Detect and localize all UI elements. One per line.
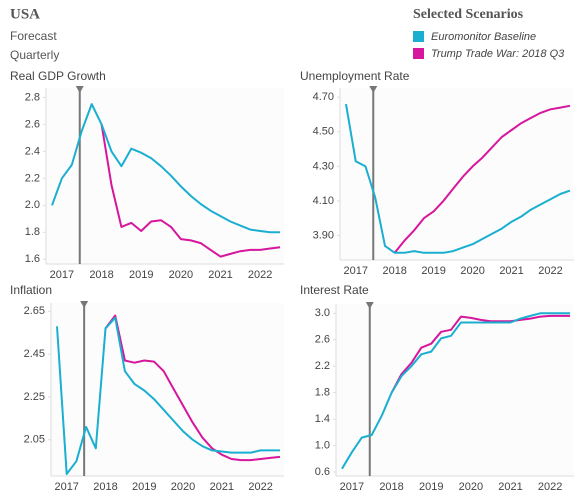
series-line <box>390 314 570 394</box>
x-tick-label: 2021 <box>499 265 523 277</box>
legend-swatch <box>413 31 424 42</box>
x-tick-label: 2022 <box>538 481 562 493</box>
legend-label: Trump Trade War: 2018 Q3 <box>431 48 565 60</box>
y-tick-label: 2.6 <box>25 118 40 130</box>
x-tick-label: 2018 <box>382 265 406 277</box>
y-tick-label: 2.25 <box>24 391 45 403</box>
y-tick-label: 2.65 <box>24 305 45 317</box>
legend-title: Selected Scenarios <box>413 7 524 22</box>
x-tick-label: 2019 <box>421 265 445 277</box>
header-line: Quarterly <box>10 48 59 62</box>
x-tick-label: 2022 <box>248 481 272 493</box>
series-line <box>341 312 570 470</box>
series-line <box>56 316 280 475</box>
x-tick-label: 2020 <box>459 481 483 493</box>
series-line <box>104 314 281 462</box>
x-tick-label: 2017 <box>340 481 364 493</box>
chart-title: Interest Rate <box>300 283 369 297</box>
plot-area <box>46 88 284 264</box>
x-tick-label: 2019 <box>129 269 153 281</box>
current-marker-head <box>80 301 89 308</box>
x-tick-label: 2019 <box>419 481 443 493</box>
y-tick-label: 2.05 <box>24 434 45 446</box>
x-tick-label: 2019 <box>132 481 156 493</box>
x-tick-label: 2018 <box>93 481 117 493</box>
series-line <box>51 103 280 234</box>
x-tick-label: 2017 <box>343 265 367 277</box>
chart-title: Real GDP Growth <box>10 69 106 83</box>
y-tick-label: 2.8 <box>25 91 40 103</box>
legend-swatch <box>413 48 424 59</box>
y-tick-label: 1.0 <box>315 439 330 451</box>
x-tick-label: 2018 <box>379 481 403 493</box>
y-tick-label: 1.6 <box>25 253 40 265</box>
y-tick-label: 1.8 <box>315 387 330 399</box>
country-title: USA <box>10 6 40 22</box>
x-tick-label: 2020 <box>169 269 193 281</box>
y-tick-label: 2.4 <box>25 145 40 157</box>
y-tick-label: 4.30 <box>313 160 334 172</box>
x-tick-label: 2017 <box>54 481 78 493</box>
y-tick-label: 2.2 <box>315 360 330 372</box>
y-tick-label: 2.6 <box>315 334 330 346</box>
current-marker-head <box>365 302 374 309</box>
y-tick-label: 4.70 <box>313 91 334 103</box>
y-tick-label: 2.2 <box>25 172 40 184</box>
header-line: Forecast <box>10 29 57 43</box>
y-tick-label: 1.4 <box>315 413 330 425</box>
y-tick-label: 0.6 <box>315 466 330 478</box>
chart-title: Unemployment Rate <box>300 69 410 83</box>
y-tick-label: 2.45 <box>24 348 45 360</box>
x-tick-label: 2021 <box>498 481 522 493</box>
x-tick-label: 2022 <box>538 265 562 277</box>
plot-area <box>51 303 284 476</box>
x-tick-label: 2017 <box>50 269 74 281</box>
current-marker-head <box>75 86 84 93</box>
x-tick-label: 2021 <box>210 481 234 493</box>
y-tick-label: 4.10 <box>313 195 334 207</box>
series-line <box>345 103 571 254</box>
x-tick-label: 2018 <box>89 269 113 281</box>
x-tick-label: 2022 <box>248 269 272 281</box>
plot-area <box>336 304 574 476</box>
x-tick-label: 2021 <box>208 269 232 281</box>
series-line <box>393 104 571 254</box>
y-tick-label: 4.50 <box>313 126 334 138</box>
x-tick-label: 2020 <box>460 265 484 277</box>
legend-label: Euromonitor Baseline <box>431 31 536 43</box>
x-tick-label: 2020 <box>171 481 195 493</box>
y-tick-label: 2.0 <box>25 199 40 211</box>
chart-title: Inflation <box>10 283 52 297</box>
current-marker-head <box>369 86 378 93</box>
y-tick-label: 3.0 <box>315 307 330 319</box>
y-tick-label: 3.90 <box>313 229 334 241</box>
y-tick-label: 1.8 <box>25 226 40 238</box>
series-line <box>100 124 281 258</box>
